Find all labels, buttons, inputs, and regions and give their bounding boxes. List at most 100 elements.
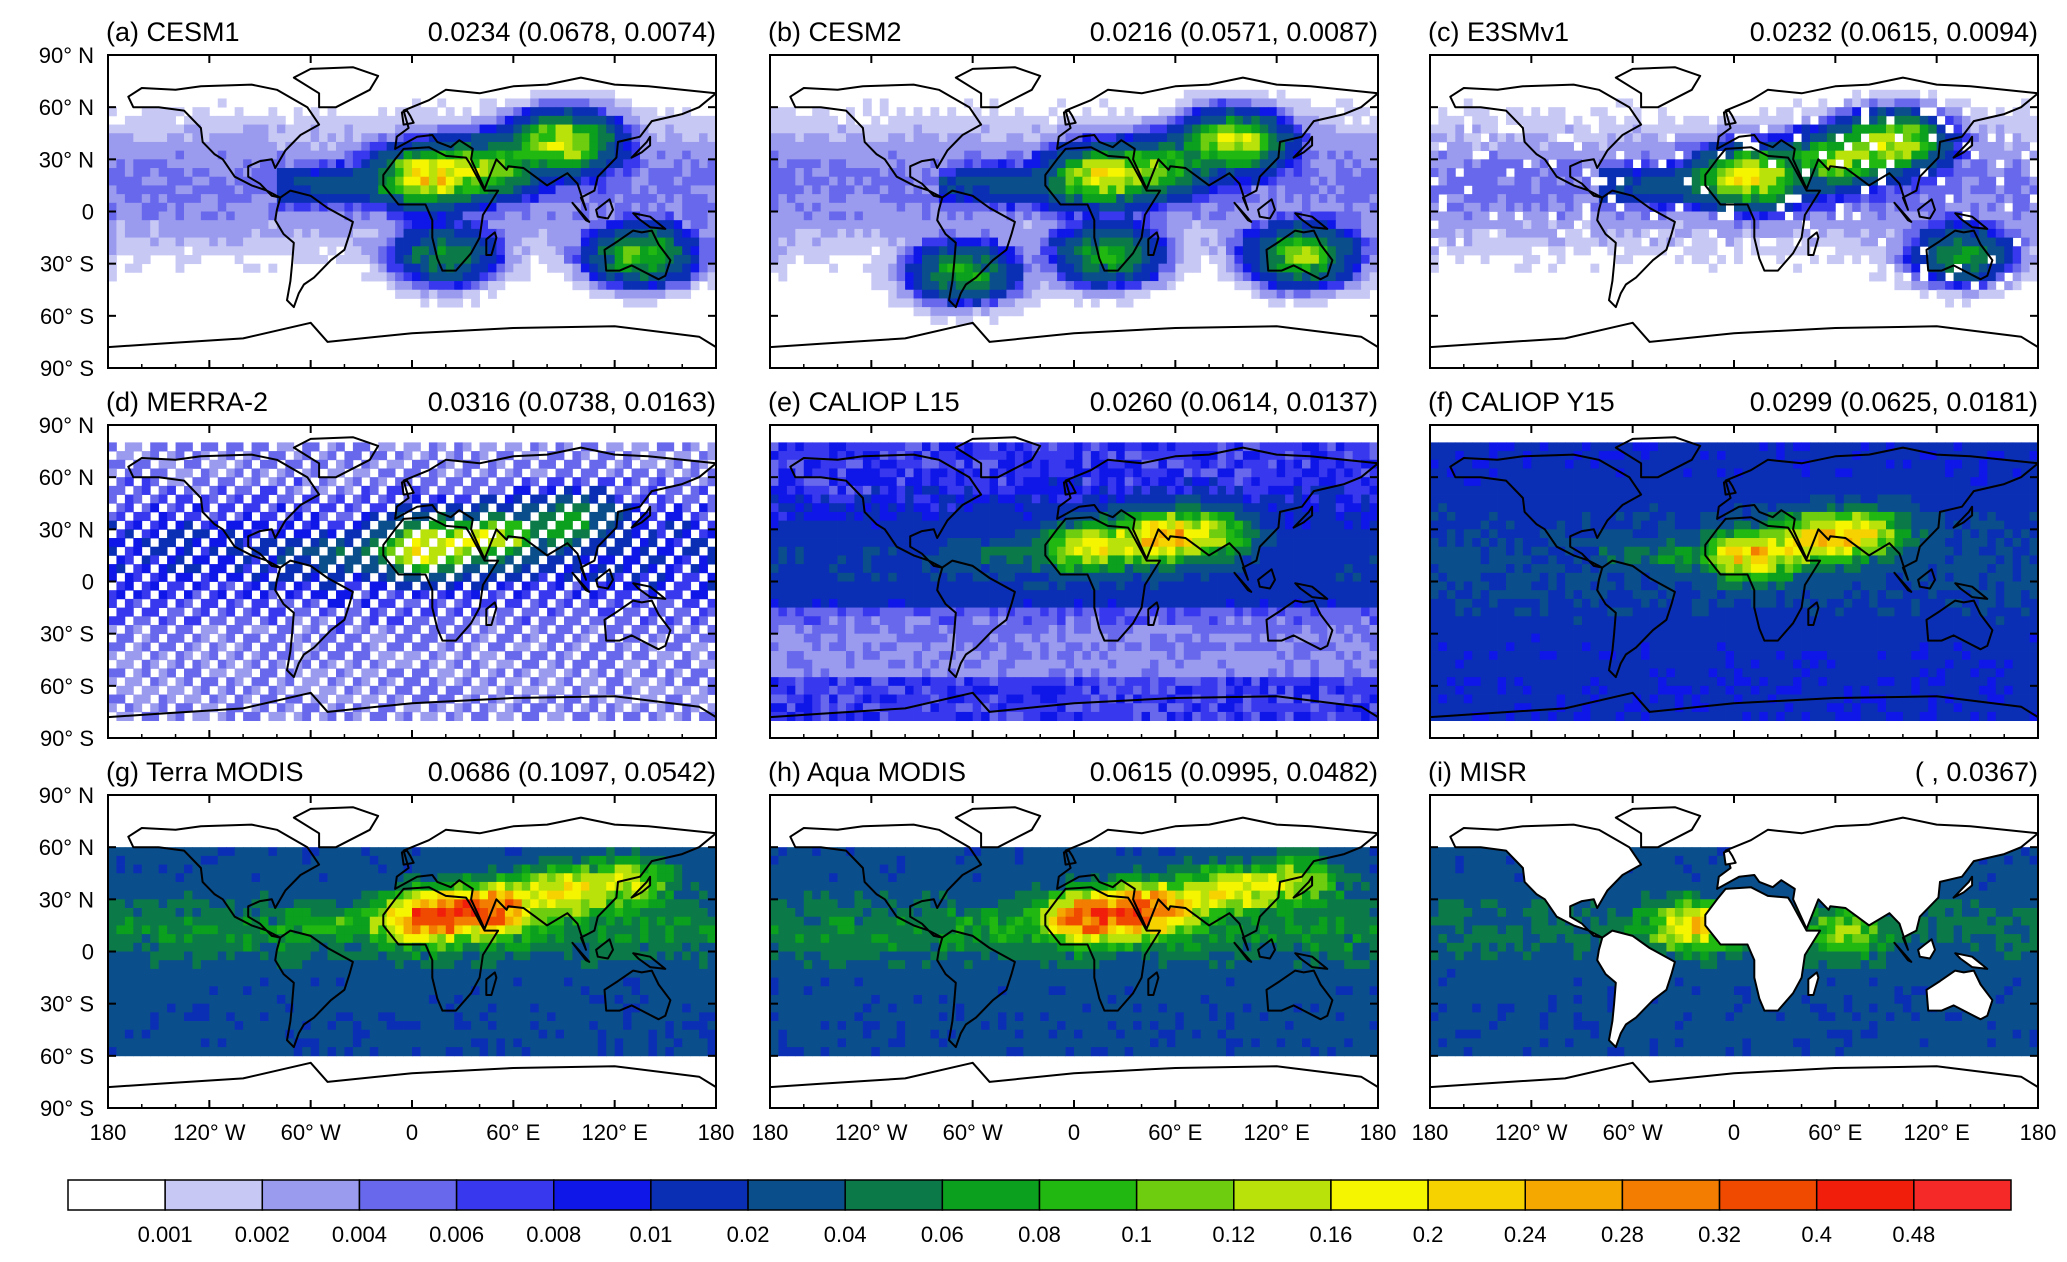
- heatmap-cell: [1995, 185, 2005, 195]
- heatmap-cell: [1987, 237, 1997, 247]
- heatmap-cell: [1430, 150, 1439, 160]
- heatmap-cell: [158, 211, 168, 221]
- heatmap-cell: [1725, 194, 1735, 204]
- heatmap-cell: [555, 133, 565, 143]
- heatmap-cell: [1150, 202, 1159, 212]
- heatmap-cell: [1116, 124, 1126, 134]
- heatmap-cell: [319, 555, 328, 565]
- heatmap-cell: [1480, 202, 1490, 212]
- heatmap-cell: [913, 150, 923, 160]
- heatmap-cell: [200, 211, 210, 221]
- heatmap-cell: [1708, 124, 1718, 134]
- heatmap-cell: [1852, 237, 1862, 247]
- heatmap-cell: [1531, 220, 1541, 230]
- heatmap-cell: [1902, 228, 1912, 238]
- heatmap-cell: [572, 538, 582, 548]
- heatmap-cell: [1463, 202, 1473, 212]
- heatmap-cell: [1480, 246, 1490, 256]
- heatmap-cell: [778, 254, 788, 265]
- heatmap-cell: [1919, 194, 1929, 204]
- heatmap-cell: [640, 159, 649, 169]
- heatmap-cell: [1150, 176, 1159, 186]
- heatmap-cell: [1276, 289, 1286, 299]
- heatmap-cell: [640, 246, 649, 256]
- heatmap-cell: [623, 115, 632, 125]
- heatmap-cell: [141, 237, 151, 247]
- heatmap-cell: [597, 477, 607, 487]
- heatmap-cell: [555, 442, 565, 452]
- heatmap-cell: [1251, 194, 1261, 204]
- heatmap-cell: [260, 538, 269, 548]
- heatmap-cell: [479, 107, 489, 117]
- heatmap-cell: [905, 298, 914, 308]
- heatmap-cell: [2012, 150, 2022, 160]
- heatmap-cell: [673, 168, 683, 178]
- heatmap-cell: [293, 555, 303, 565]
- heatmap-cell: [141, 503, 151, 513]
- heatmap-cell: [690, 272, 700, 282]
- heatmap-cell: [1158, 115, 1168, 125]
- heatmap-cell: [1268, 298, 1278, 308]
- heatmap-cell: [682, 176, 692, 186]
- heatmap-cell: [420, 459, 430, 469]
- heatmap-cell: [1734, 254, 1743, 265]
- heatmap-cell: [1175, 237, 1185, 247]
- heatmap-cell: [1565, 202, 1574, 212]
- heatmap-cell: [1361, 194, 1370, 204]
- heatmap-cell: [631, 159, 641, 169]
- heatmap-cell: [778, 220, 788, 230]
- heatmap-cell: [673, 194, 683, 204]
- heatmap-cell: [614, 176, 624, 186]
- heatmap-cell: [1548, 220, 1558, 230]
- heatmap-cell: [589, 520, 599, 530]
- heatmap-cell: [1302, 281, 1311, 291]
- heatmap-cell: [690, 237, 700, 247]
- heatmap-cell: [1006, 298, 1016, 308]
- heatmap-cell: [564, 98, 573, 108]
- heatmap-cell: [2029, 272, 2038, 282]
- heatmap-cell: [1810, 254, 1819, 265]
- heatmap-cell: [1649, 220, 1659, 230]
- heatmap-cell: [1894, 281, 1904, 291]
- heatmap-cell: [1285, 133, 1294, 143]
- heatmap-cell: [829, 150, 838, 160]
- heatmap-cell: [547, 168, 556, 178]
- heatmap-cell: [386, 176, 396, 186]
- heatmap-cell: [1953, 107, 1963, 117]
- heatmap-cell: [1987, 281, 1997, 291]
- heatmap-cell: [1767, 176, 1777, 186]
- heatmap-cell: [428, 254, 438, 265]
- heatmap-cell: [1995, 263, 2005, 273]
- heatmap-cell: [555, 98, 565, 108]
- heatmap-cell: [1335, 246, 1345, 256]
- heatmap-cell: [1259, 89, 1269, 99]
- heatmap-cell: [1843, 168, 1853, 178]
- heatmap-cell: [369, 503, 379, 513]
- heatmap-cell: [226, 150, 236, 160]
- heatmap-cell: [217, 176, 227, 186]
- heatmap-cell: [437, 546, 447, 556]
- heatmap-cell: [829, 237, 838, 247]
- heatmap-cell: [1978, 141, 1988, 152]
- heatmap-cell: [1590, 133, 1600, 143]
- heatmap-cell: [1995, 168, 2005, 178]
- heatmap-cell: [1607, 168, 1617, 178]
- heatmap-cell: [786, 141, 796, 152]
- heatmap-cell: [1683, 185, 1693, 195]
- coastline-north-america: [1449, 83, 1643, 199]
- heatmap-cell: [1014, 272, 1024, 282]
- heatmap-cell: [488, 485, 497, 495]
- heatmap-cell: [1057, 124, 1066, 134]
- heatmap-cell: [1607, 159, 1617, 169]
- heatmap-cell: [184, 194, 193, 204]
- heatmap-cell: [445, 503, 455, 513]
- heatmap-cell: [293, 185, 303, 195]
- heatmap-cell: [1251, 133, 1261, 143]
- y-tick-label: 60° S: [40, 304, 94, 329]
- heatmap-cell: [1953, 185, 1963, 195]
- heatmap-cell: [412, 194, 421, 204]
- heatmap-cell: [896, 281, 906, 291]
- heatmap-cell: [1175, 263, 1185, 273]
- heatmap-cell: [1506, 202, 1515, 212]
- heatmap-cell: [150, 211, 160, 221]
